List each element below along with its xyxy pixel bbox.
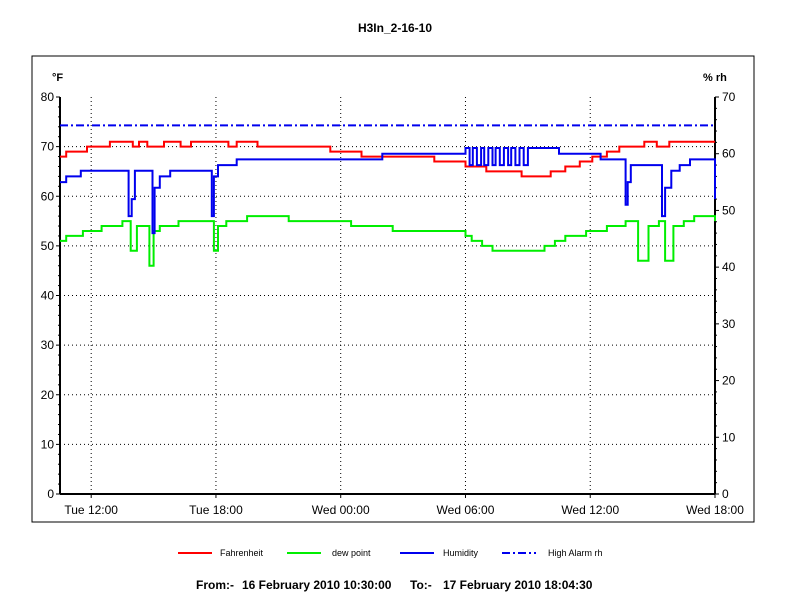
right-tick-label: 50 xyxy=(722,203,736,217)
footer-to-label: To:- xyxy=(410,578,432,592)
right-tick-label: 40 xyxy=(722,260,736,274)
x-tick-label: Tue 18:00 xyxy=(189,503,243,517)
series-line-fahrenheit xyxy=(60,140,715,178)
footer-from-value: 16 February 2010 10:30:00 xyxy=(242,578,392,592)
left-tick-label: 0 xyxy=(47,487,54,501)
left-tick-label: 80 xyxy=(41,90,55,104)
series-lines xyxy=(60,124,716,267)
x-tick-label: Tue 12:00 xyxy=(64,503,118,517)
series-line-humidity xyxy=(60,147,716,235)
legend-label: Humidity xyxy=(443,548,479,558)
x-tick-label: Wed 12:00 xyxy=(561,503,619,517)
legend-label: Fahrenheit xyxy=(220,548,264,558)
right-tick-label: 10 xyxy=(722,430,736,444)
chart-frame xyxy=(31,55,755,523)
left-tick-label: 70 xyxy=(41,140,55,154)
right-tick-label: 70 xyxy=(722,90,736,104)
x-tick-label: Wed 18:00 xyxy=(686,503,744,517)
x-tick-label: Wed 00:00 xyxy=(312,503,370,517)
legend: Fahrenheit dew point Humidity High Alarm rh xyxy=(178,548,603,558)
chart-title: H3In_2-16-10 xyxy=(358,21,432,35)
right-axis-unit: % rh xyxy=(703,72,727,84)
left-tick-label: 20 xyxy=(41,388,55,402)
legend-label: High Alarm rh xyxy=(548,548,603,558)
right-tick-label: 30 xyxy=(722,317,736,331)
left-axis-unit: °F xyxy=(52,72,63,84)
series-line-dew-point xyxy=(60,215,716,267)
x-tick-label: Wed 06:00 xyxy=(437,503,495,517)
right-tick-label: 60 xyxy=(722,147,736,161)
left-tick-label: 10 xyxy=(41,437,55,451)
legend-label: dew point xyxy=(332,548,371,558)
footer-to-value: 17 February 2010 18:04:30 xyxy=(443,578,593,592)
left-tick-label: 50 xyxy=(41,239,55,253)
left-tick-label: 30 xyxy=(41,338,55,352)
right-tick-label: 20 xyxy=(722,374,736,388)
left-tick-label: 40 xyxy=(41,289,55,303)
left-tick-label: 60 xyxy=(41,189,55,203)
right-tick-label: 0 xyxy=(722,487,729,501)
footer-from-label: From:- xyxy=(196,578,234,592)
